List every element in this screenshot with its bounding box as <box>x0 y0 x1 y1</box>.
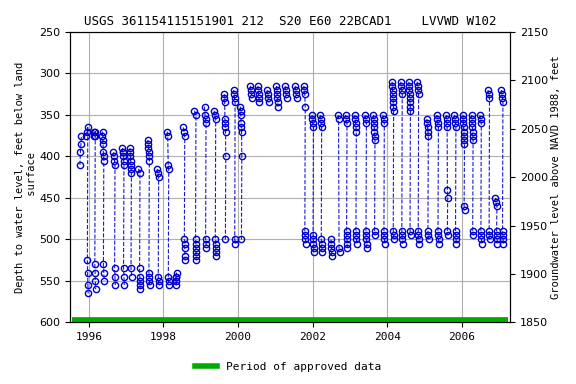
Legend: Period of approved data: Period of approved data <box>191 358 385 377</box>
Title: USGS 361154115151901 212  S20 E60 22BCAD1    LVVWD W102: USGS 361154115151901 212 S20 E60 22BCAD1… <box>84 15 497 28</box>
Y-axis label: Groundwater level above NAVD 1988, feet: Groundwater level above NAVD 1988, feet <box>551 55 561 299</box>
Y-axis label: Depth to water level, feet below land
 surface: Depth to water level, feet below land su… <box>15 61 37 293</box>
